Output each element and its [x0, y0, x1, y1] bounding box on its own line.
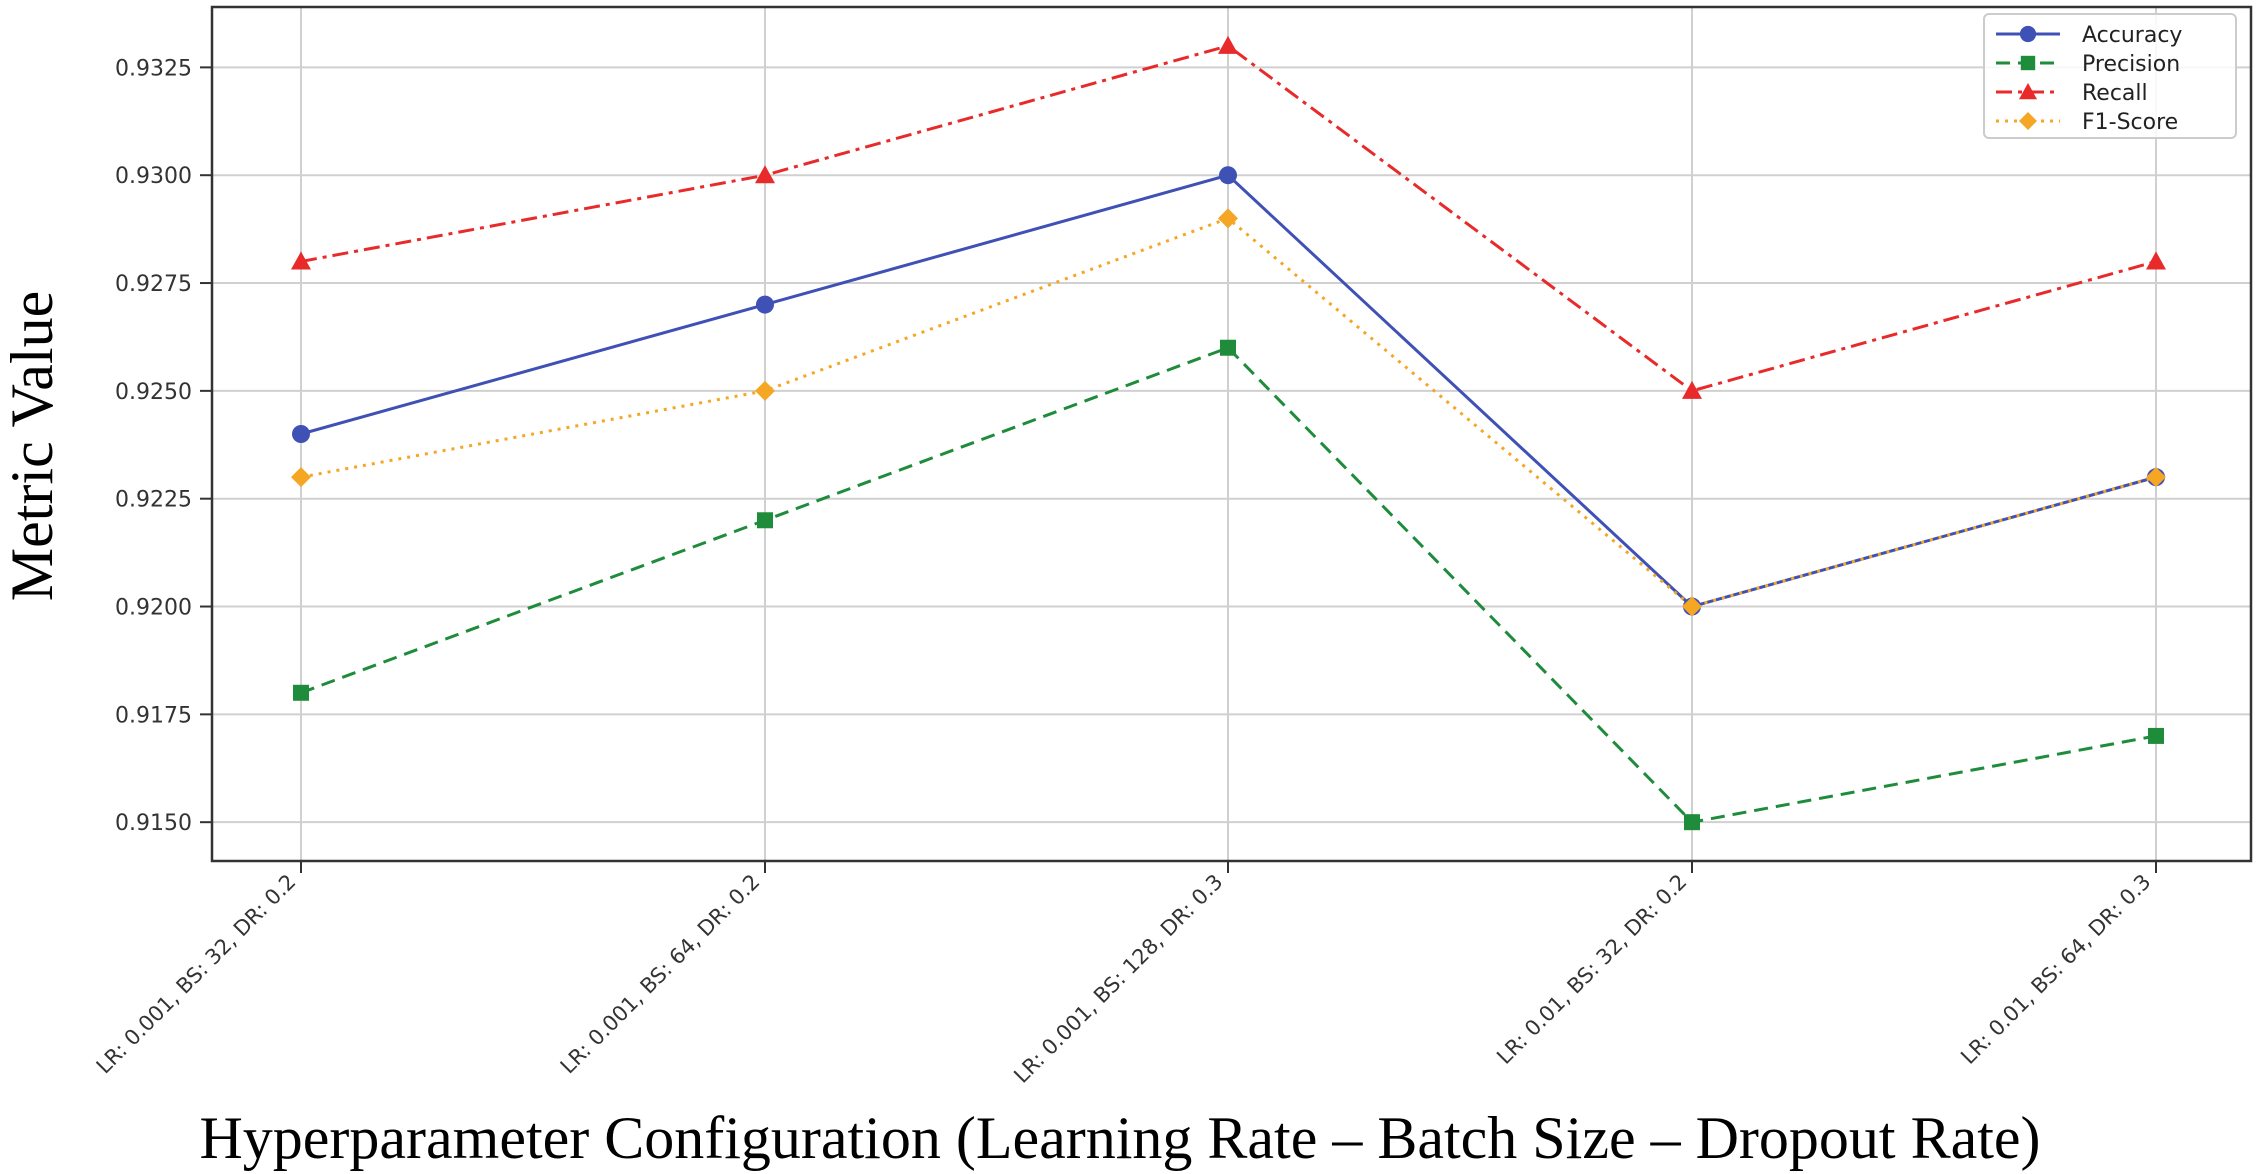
data-point	[1219, 166, 1237, 185]
legend-box	[1983, 13, 2237, 139]
y-tick-label: 0.9275	[115, 272, 192, 297]
data-point	[1684, 814, 1700, 831]
data-point	[291, 467, 311, 488]
y-tick-label: 0.9300	[115, 164, 192, 189]
data-point	[292, 425, 310, 443]
grid	[212, 7, 2251, 861]
legend-label: Recall	[2082, 81, 2148, 106]
series-precision	[293, 339, 2164, 831]
x-tick-label: LR: 0.01, BS: 64, DR: 0.3	[1956, 870, 2155, 1069]
legend-item: Accuracy	[1996, 23, 2182, 48]
legend-item: Recall	[1996, 81, 2148, 106]
x-axis-label: Hyperparameter Configuration (Learning R…	[199, 1105, 2040, 1171]
y-tick-label: 0.9150	[115, 811, 192, 836]
legend: Accuracy Precision Recall F1-Score	[1983, 13, 2237, 139]
y-axis-label: Metric Value	[0, 291, 65, 601]
data-point	[1682, 596, 1702, 617]
y-tick-label: 0.9225	[115, 488, 192, 513]
data-point	[1682, 380, 1702, 399]
data-point	[2146, 467, 2166, 488]
legend-marker	[2020, 55, 2036, 71]
y-tick-label: 0.9200	[115, 596, 192, 621]
plot-frame	[210, 5, 2253, 863]
data-point	[293, 684, 309, 701]
y-tick-label: 0.9250	[115, 380, 192, 405]
legend-item: F1-Score	[1996, 110, 2178, 135]
series-group	[291, 35, 2166, 831]
data-point	[2148, 727, 2164, 744]
x-tick-label: LR: 0.001, BS: 128, DR: 0.3	[1009, 870, 1227, 1088]
series-line	[300, 345, 2157, 824]
legend-label: Accuracy	[2082, 23, 2182, 48]
x-axis-ticks: LR: 0.001, BS: 32, DR: 0.2 LR: 0.001, BS:…	[92, 861, 2157, 1088]
data-point	[291, 251, 311, 270]
x-tick-label: LR: 0.001, BS: 32, DR: 0.2	[92, 870, 301, 1079]
data-point	[755, 165, 775, 184]
data-point	[1220, 339, 1236, 356]
legend-marker	[2019, 83, 2037, 100]
data-point	[755, 380, 775, 401]
legend-label: Precision	[2082, 52, 2180, 77]
data-point	[1218, 35, 1238, 54]
data-point	[1218, 208, 1238, 229]
y-tick-label: 0.9175	[115, 703, 192, 728]
series-recall	[291, 35, 2166, 399]
series-f1-score	[291, 208, 2166, 617]
data-point	[757, 512, 773, 529]
x-tick-label: LR: 0.01, BS: 32, DR: 0.2	[1492, 870, 1691, 1069]
legend-marker	[2019, 112, 2037, 130]
legend-item: Precision	[1996, 52, 2180, 77]
legend-marker	[2019, 25, 2037, 43]
y-axis-ticks: 0.9150 0.9175 0.9200 0.9225 0.9250 0.9275 0.93…	[115, 56, 212, 836]
x-tick-label: LR: 0.001, BS: 64, DR: 0.2	[556, 870, 765, 1079]
legend-label: F1-Score	[2082, 110, 2178, 135]
data-point	[756, 295, 774, 314]
data-point	[2146, 251, 2166, 270]
y-tick-label: 0.9325	[115, 56, 192, 81]
